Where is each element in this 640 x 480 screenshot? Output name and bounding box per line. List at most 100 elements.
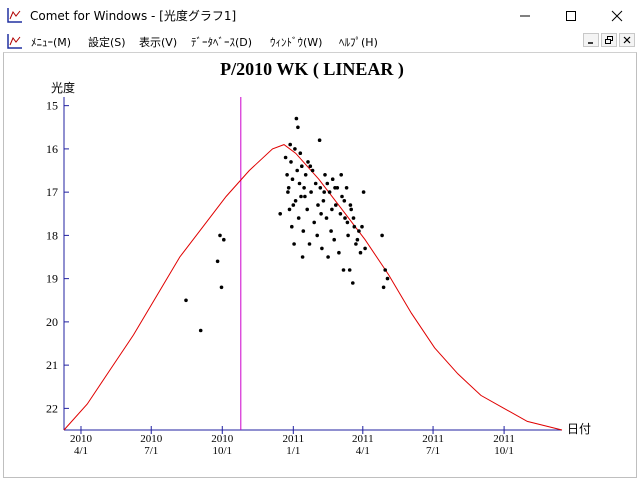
minimize-button[interactable] [502, 0, 548, 31]
menu-bar: ﾒﾆｭｰ(M) 設定(S) 表示(V) ﾃﾞｰﾀﾍﾞｰｽ(D) ｳｨﾝﾄﾞｳ(W… [0, 31, 640, 51]
observation-point [286, 186, 291, 190]
observation-point [300, 255, 305, 259]
observation-point [317, 138, 322, 142]
y-tick-label: 17 [46, 185, 58, 199]
observation-point [343, 216, 347, 220]
child-close-button[interactable] [619, 33, 635, 47]
y-axis-label: 光度 [51, 80, 75, 95]
observation-point [286, 190, 290, 194]
app-chart-icon [7, 8, 22, 23]
title-bar[interactable]: Comet for Windows - [光度グラフ1] [0, 0, 640, 31]
minimize-icon [520, 15, 530, 17]
observation-point [383, 268, 388, 272]
y-tick-label: 22 [46, 401, 58, 415]
observation-point [313, 181, 318, 186]
observation-point [330, 207, 334, 212]
observation-point [308, 164, 313, 168]
x-tick-date: 1/1 [286, 445, 300, 457]
x-tick-date: 10/1 [494, 445, 514, 457]
x-tick-year: 2010 [70, 433, 93, 445]
observation-point [288, 142, 293, 147]
observation-point [341, 268, 346, 272]
x-tick-year: 2011 [352, 433, 374, 445]
observation-point [296, 216, 301, 220]
observation-point [342, 199, 347, 203]
observation-point [321, 199, 326, 203]
document-chart-icon[interactable] [7, 33, 23, 49]
observation-point [381, 285, 386, 290]
x-axis-label: 日付 [567, 422, 591, 436]
observation-point [380, 233, 384, 238]
observation-point [292, 242, 296, 246]
observation-point [303, 173, 308, 177]
x-tick-date: 7/1 [144, 445, 158, 457]
observation-point [332, 237, 337, 242]
axes [63, 97, 562, 431]
observation-point [363, 246, 367, 251]
menu-main[interactable]: ﾒﾆｭｰ(M) [31, 36, 72, 49]
close-icon [623, 36, 631, 44]
observation-point [361, 190, 366, 194]
child-restore-button[interactable] [601, 33, 617, 47]
observation-point [315, 233, 320, 238]
observation-point [198, 328, 203, 333]
maximize-button[interactable] [548, 0, 594, 31]
maximize-icon [566, 11, 576, 21]
y-tick-label: 16 [46, 142, 58, 156]
observation-point [334, 203, 338, 207]
observation-point [318, 186, 323, 190]
observation-point [312, 220, 317, 225]
menu-settings[interactable]: 設定(S) [88, 36, 126, 49]
observation-point [354, 242, 358, 246]
observation-point [357, 229, 361, 233]
menu-database[interactable]: ﾃﾞｰﾀﾍﾞｰｽ(D) [191, 36, 253, 49]
observation-point [327, 190, 332, 194]
menu-window[interactable]: ｳｨﾝﾄﾞｳ(W) [270, 36, 323, 49]
menu-help[interactable]: ﾍﾙﾌﾟ(H) [339, 36, 378, 49]
observation-point [296, 125, 300, 130]
observation-point [294, 116, 299, 121]
y-tick-label: 19 [46, 272, 58, 286]
observation-point [329, 229, 333, 233]
observation-point [344, 186, 349, 190]
observation-point [287, 207, 292, 212]
x-tick-date: 7/1 [426, 445, 440, 457]
observation-point [324, 216, 329, 220]
x-tick-date: 10/1 [212, 445, 232, 457]
observation-point [297, 181, 302, 186]
observation-point [305, 207, 310, 212]
observation-point [184, 298, 188, 303]
x-tick-date: 4/1 [356, 445, 370, 457]
observation-point [320, 246, 324, 251]
observation-point [291, 203, 296, 207]
y-tick-label: 15 [46, 99, 58, 113]
close-button[interactable] [594, 0, 640, 31]
lightcurve-chart: P/2010 WK ( LINEAR ) 光度 日付 15 16 17 18 19 20 2… [46, 59, 591, 457]
observation-point [351, 281, 355, 285]
x-tick-year: 2011 [283, 433, 305, 445]
minimize-icon [588, 42, 593, 44]
menu-view[interactable]: 表示(V) [139, 36, 178, 49]
observation-point [326, 255, 330, 259]
y-tick-label: 21 [46, 358, 58, 372]
observation-point [322, 190, 327, 194]
observation-point [340, 194, 344, 199]
observation-point [319, 212, 323, 216]
observation-point [347, 268, 352, 272]
observation-point [360, 224, 364, 229]
observation-point [219, 285, 224, 290]
observation-point [385, 276, 390, 281]
observation-point [352, 224, 357, 229]
child-minimize-button[interactable] [583, 33, 599, 47]
observation-point [323, 173, 327, 177]
observation-point [298, 151, 303, 155]
x-tick-year: 2011 [493, 433, 515, 445]
x-tick-year: 2010 [211, 433, 234, 445]
observation-point [293, 147, 297, 151]
y-tick-label: 18 [46, 228, 58, 242]
observation-point [333, 186, 337, 190]
observation-point [278, 212, 283, 216]
observation-point [351, 216, 356, 220]
observation-point [299, 194, 303, 199]
observation-point [310, 168, 315, 173]
